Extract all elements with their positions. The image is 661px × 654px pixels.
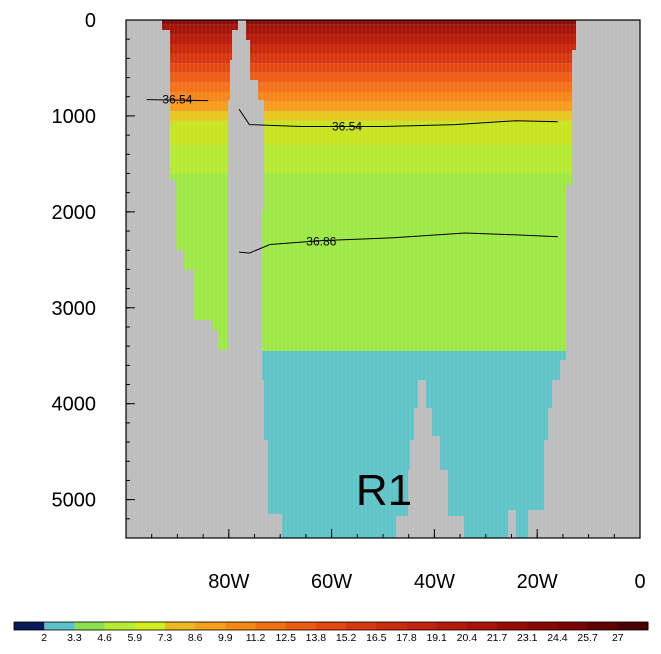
field-band-11 — [162, 120, 576, 145]
field-band-10 — [162, 111, 576, 121]
colorbar-swatch-20 — [617, 622, 649, 630]
field-band-8 — [162, 91, 576, 102]
contour-lines: 36.54 36.54 36.86 — [146, 93, 558, 254]
colorbar-label-15: 21.7 — [487, 632, 508, 644]
y-tick-label-0: 0 — [85, 10, 96, 32]
x-tick-label-0: 80W — [208, 571, 249, 593]
colorbar-label-2: 4.6 — [97, 632, 112, 644]
colorbar: 2 3.3 4.6 5.9 7.3 8.6 9.9 11.2 12.5 13.8 15.2 16.5 1… — [13, 621, 649, 644]
colorbar-swatch-7 — [225, 622, 257, 630]
y-tick-label-5: 5000 — [52, 490, 97, 512]
colorbar-label-6: 9.9 — [218, 632, 233, 644]
colorbar-swatch-6 — [195, 622, 226, 630]
colorbar-label-19: 27 — [612, 632, 624, 644]
contour-line-1 — [238, 108, 558, 127]
field-band-2 — [162, 34, 576, 44]
field-band-7 — [162, 82, 576, 92]
colorbar-label-10: 15.2 — [336, 632, 357, 644]
colorbar-swatch-2 — [74, 622, 106, 630]
field-band-3 — [162, 43, 576, 54]
region-label: R1 — [356, 466, 412, 515]
contour-label-1: 36.54 — [332, 119, 362, 133]
field-band-0 — [162, 20, 576, 25]
colorbar-swatch-3 — [104, 622, 136, 630]
colorbar-label-8: 12.5 — [275, 632, 296, 644]
colorbar-label-4: 7.3 — [158, 632, 173, 644]
x-axis: 80W 60W 40W 20W 0 — [125, 529, 646, 593]
colorbar-swatch-18 — [557, 622, 589, 630]
colorbar-swatch-19 — [587, 622, 619, 630]
field-band-9 — [162, 101, 576, 112]
x-tick-label-3: 20W — [517, 571, 558, 593]
y-axis: 0 1000 2000 3000 4000 5000 — [52, 10, 135, 539]
colorbar-swatch-9 — [285, 622, 317, 630]
colorbar-label-9: 13.8 — [306, 632, 327, 644]
colorbar-swatch-10 — [315, 622, 347, 630]
field-band-5 — [162, 63, 576, 73]
colorbar-swatch-12 — [376, 622, 407, 630]
contour-label-0: 36.54 — [162, 93, 192, 107]
colorbar-swatch-0 — [14, 622, 45, 630]
y-tick-label-1: 1000 — [52, 106, 97, 128]
y-tick-label-3: 3000 — [52, 298, 97, 320]
x-tick-label-2: 40W — [414, 571, 455, 593]
y-tick-label-2: 2000 — [52, 202, 97, 224]
colorbar-swatch-4 — [134, 622, 166, 630]
x-tick-label-4: 0 — [634, 571, 645, 593]
colorbar-label-5: 8.6 — [188, 632, 203, 644]
colorbar-swatch-5 — [164, 622, 196, 630]
colorbar-swatch-11 — [346, 622, 377, 630]
field-band-6 — [162, 72, 576, 83]
colorbar-label-17: 24.4 — [547, 632, 568, 644]
model-grid — [125, 20, 639, 538]
colorbar-label-3: 5.9 — [127, 632, 142, 644]
colorbar-swatch-15 — [466, 622, 498, 630]
x-tick-label-1: 60W — [311, 571, 352, 593]
colorbar-label-18: 25.7 — [577, 632, 598, 644]
colorbar-label-14: 20.4 — [457, 632, 478, 644]
colorbar-swatch-13 — [406, 622, 438, 630]
colorbar-swatch-16 — [497, 622, 528, 630]
colorbar-label-13: 19.1 — [426, 632, 447, 644]
field-band-4 — [162, 53, 576, 64]
colorbar-label-1: 3.3 — [67, 632, 82, 644]
colorbar-label-16: 23.1 — [517, 632, 538, 644]
colorbar-label-0: 2 — [41, 632, 47, 644]
field-band-12 — [162, 144, 576, 174]
ocean-field — [162, 20, 576, 538]
contour-line-0 — [146, 99, 209, 102]
colorbar-label-11: 16.5 — [366, 632, 387, 644]
y-tick-label-4: 4000 — [52, 394, 97, 416]
contour-line-2 — [239, 232, 558, 254]
colorbar-label-7: 11.2 — [246, 632, 266, 644]
field-band-1 — [162, 24, 576, 35]
plot-area — [125, 19, 641, 539]
contour-label-2: 36.86 — [306, 235, 336, 249]
colorbar-label-12: 17.8 — [396, 632, 417, 644]
colorbar-swatch-14 — [436, 622, 468, 630]
colorbar-swatch-1 — [44, 622, 75, 630]
colorbar-swatch-8 — [255, 622, 287, 630]
colorbar-swatch-17 — [527, 622, 558, 630]
